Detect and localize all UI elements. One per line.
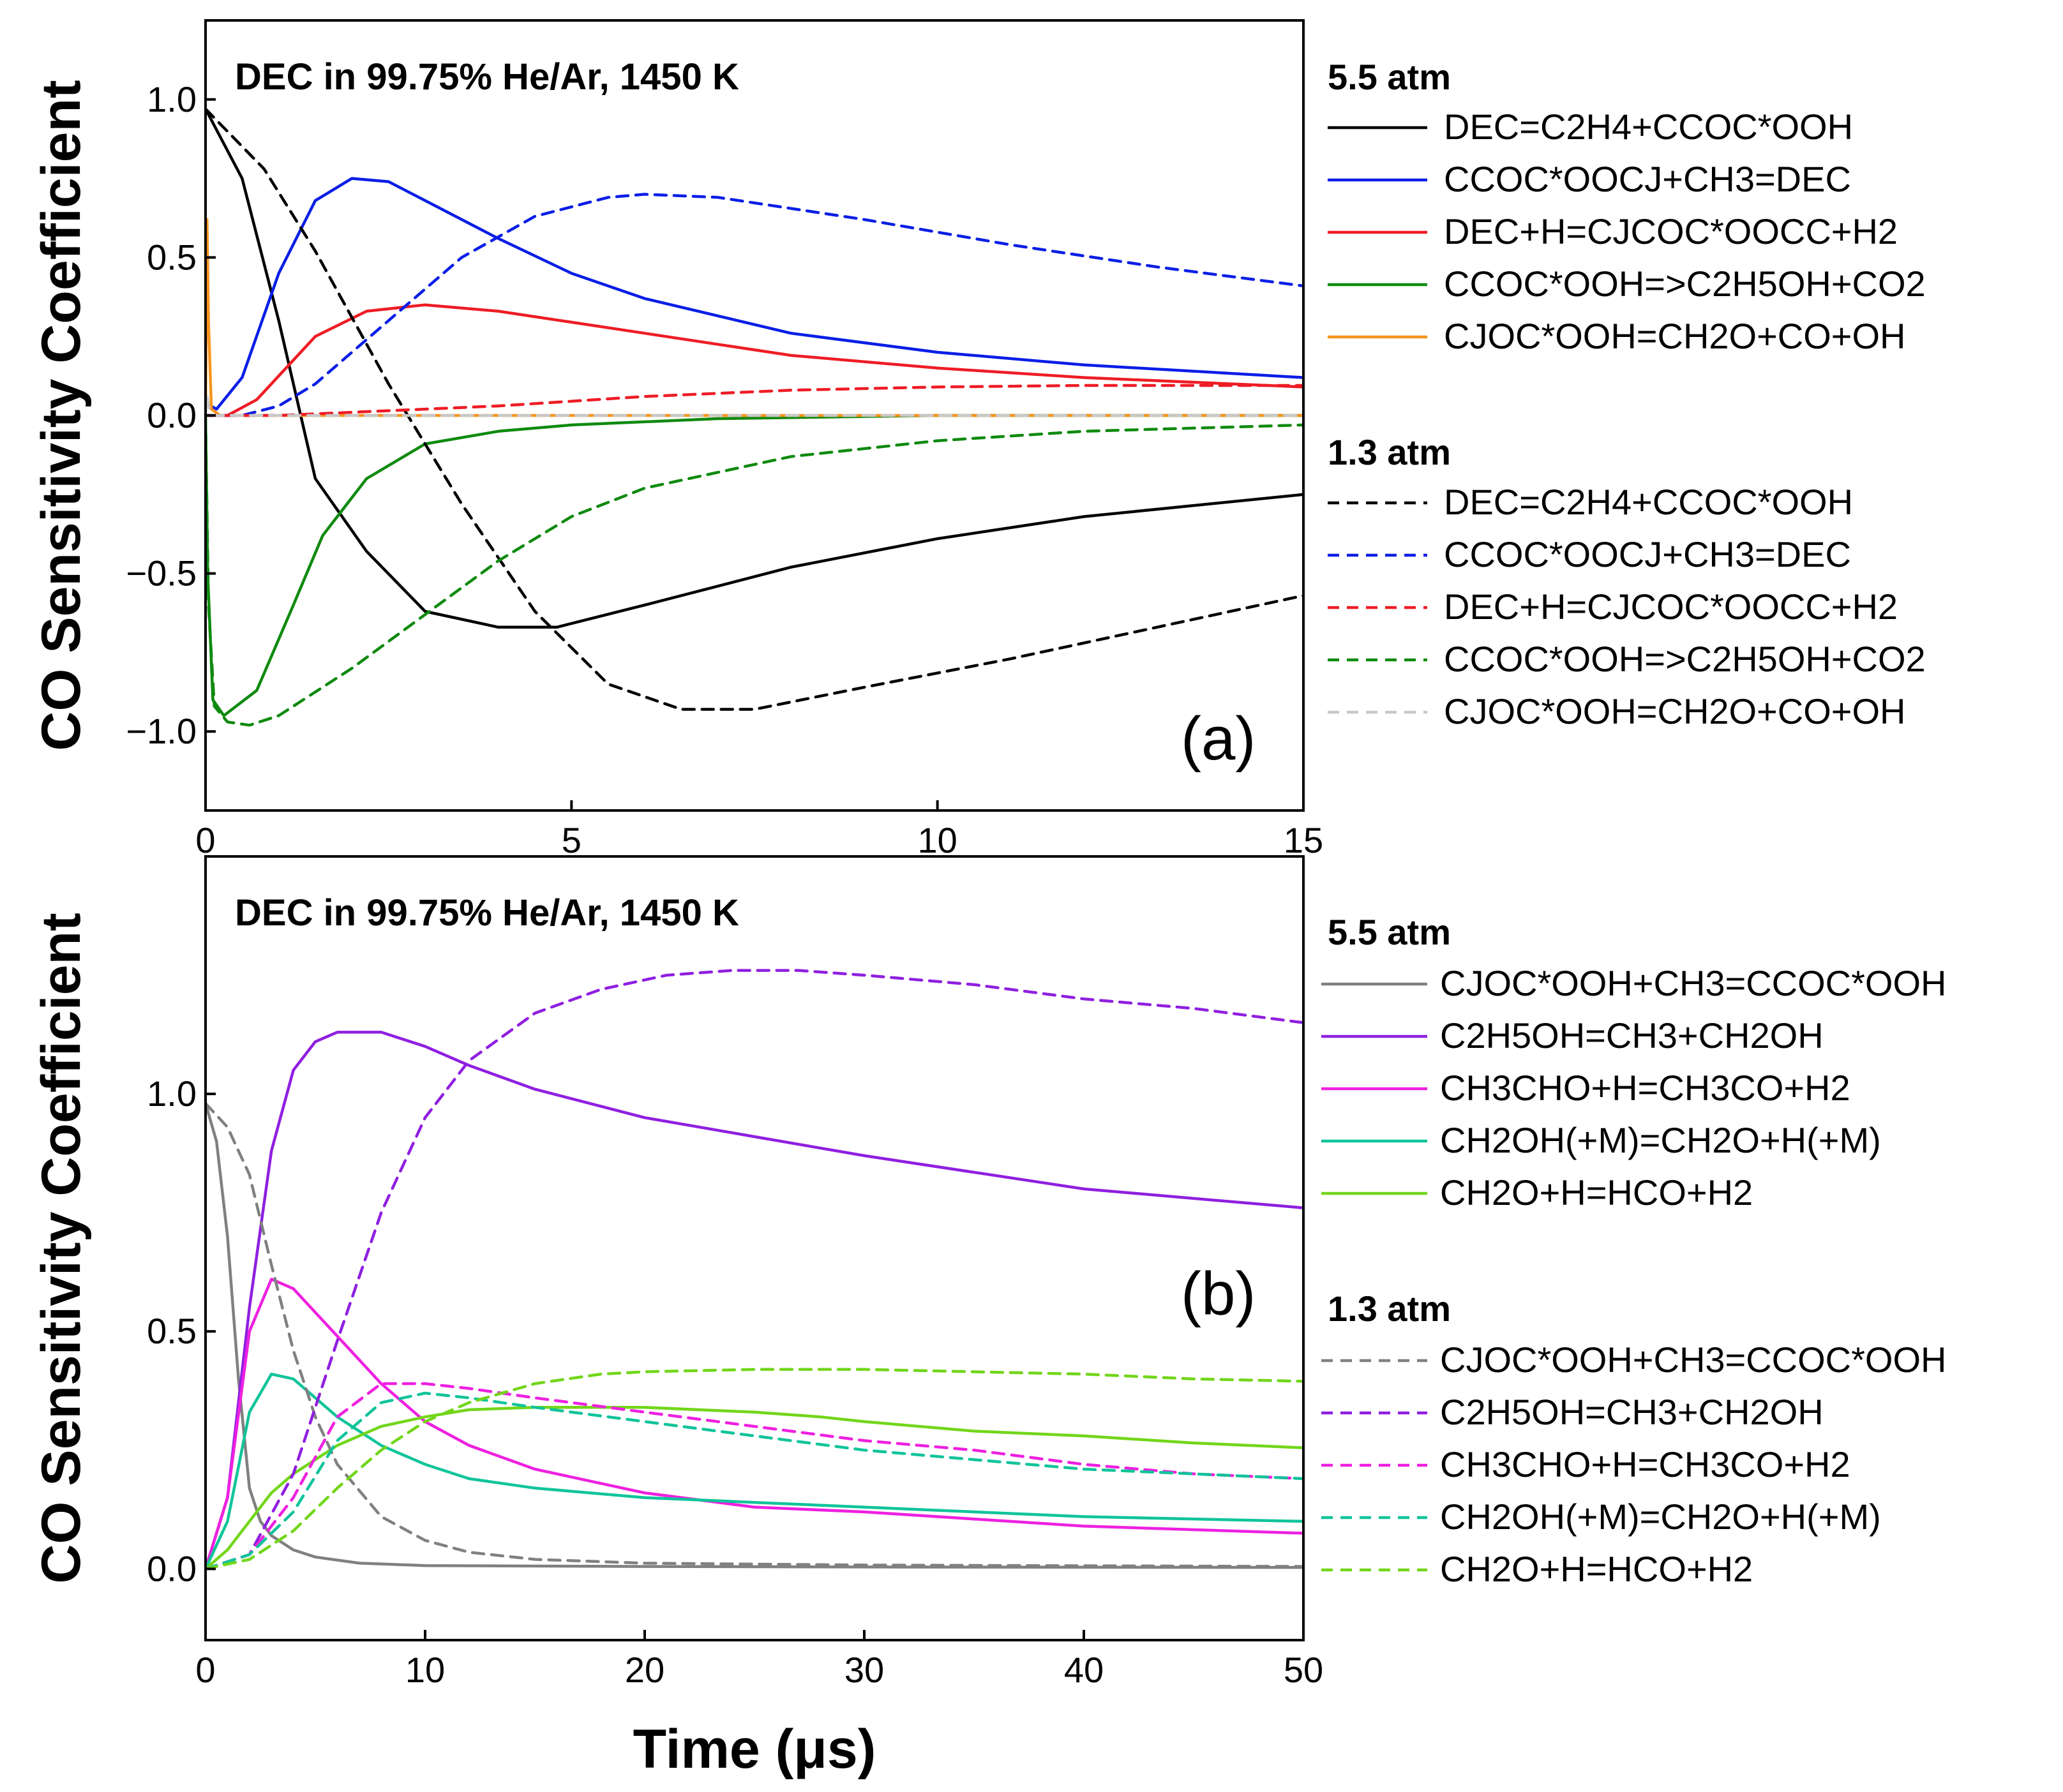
legend-label: CCOC*OOCJ+CH3=DEC (1444, 534, 1851, 574)
series-line-a-8 (206, 414, 1303, 727)
legend-label: CJOC*OOH+CH3=CCOC*OOH (1440, 1340, 1946, 1380)
series-line-a-4 (206, 218, 1303, 417)
legend-label: CH2OH(+M)=CH2O+H(+M) (1440, 1120, 1881, 1160)
y-tick-label: 0.0 (147, 395, 197, 435)
panel-b-ticks: 0 10 20 30 40 50 0.0 0.5 1.0 (147, 1073, 1323, 1690)
legend-group-title: 5.5 atm (1328, 57, 1451, 97)
series-line-a-0 (206, 107, 1303, 629)
x-tick-label: 50 (1284, 1650, 1323, 1690)
series-line-b-4 (206, 1406, 1303, 1571)
panel-b-ylabel: CO Sensitivity Coefficient (31, 913, 92, 1583)
y-tick-label: 1.0 (147, 79, 197, 119)
series-line-b-2 (206, 1278, 1303, 1571)
legend-label: CCOC*OOCJ+CH3=DEC (1444, 159, 1851, 199)
legend-label: CJOC*OOH=CH2O+CO+OH (1444, 316, 1906, 356)
x-tick-label: 5 (562, 820, 581, 860)
series-line-a-1 (206, 177, 1303, 411)
x-tick-label: 30 (844, 1650, 884, 1690)
x-tick-label: 40 (1064, 1650, 1104, 1690)
series-line-b-0 (206, 1101, 1303, 1569)
legend-group-title: 5.5 atm (1328, 912, 1451, 952)
series-line-b-9 (206, 1368, 1303, 1571)
panel-a-ylabel: CO Sensitivity Coefficient (31, 80, 92, 750)
legend-label: DEC+H=CJCOC*OOCC+H2 (1444, 211, 1898, 251)
panel-b: 0 10 20 30 40 50 0.0 0.5 1.0 DEC in 99.75% He/Ar… (31, 855, 1946, 1780)
legend-label: DEC=C2H4+CCOC*OOH (1444, 107, 1853, 147)
y-tick-label: 0.5 (147, 237, 197, 277)
series-line-b-8 (206, 1391, 1303, 1571)
legend-label: C2H5OH=CH3+CH2OH (1440, 1392, 1824, 1432)
x-tick-label: 10 (918, 820, 957, 860)
y-tick-label: 0.0 (147, 1548, 197, 1588)
panel-b-xlabel: Time (μs) (633, 1719, 876, 1780)
legend-group-title: 1.3 atm (1328, 1288, 1451, 1329)
series-line-a-3 (206, 414, 1303, 717)
series-line-a-7 (206, 384, 1303, 417)
series-line-b-5 (206, 1101, 1303, 1568)
legend-label: C2H5OH=CH3+CH2OH (1440, 1015, 1824, 1056)
x-tick-label: 20 (625, 1650, 664, 1690)
panel-a: 0 5 10 15 −1.0 −0.5 0.0 0.5 1.0 DEC in 99.75% He… (31, 19, 1926, 860)
y-tick-label: 1.0 (147, 1073, 197, 1114)
panel-a-label: (a) (1181, 705, 1256, 773)
y-tick-label: −0.5 (126, 553, 197, 594)
y-tick-label: −1.0 (126, 711, 197, 751)
x-tick-label: 0 (195, 1650, 215, 1690)
series-line-b-3 (206, 1372, 1303, 1571)
legend-label: DEC+H=CJCOC*OOCC+H2 (1444, 586, 1898, 627)
panel-b-legend: 5.5 atm CJOC*OOH+CH3=CCOC*OOH C2H5OH=CH3+C… (1321, 912, 1946, 1589)
legend-label: CJOC*OOH+CH3=CCOC*OOH (1440, 963, 1946, 1003)
legend-label: CH3CHO+H=CH3CO+H2 (1440, 1444, 1850, 1484)
panel-a-series (206, 107, 1303, 727)
panel-a-ticks: 0 5 10 15 −1.0 −0.5 0.0 0.5 1.0 (126, 79, 1323, 860)
x-tick-label: 10 (405, 1650, 445, 1690)
x-tick-label: 0 (195, 820, 215, 860)
legend-label: CCOC*OOH=>C2H5OH+CO2 (1444, 264, 1926, 304)
legend-label: CH2O+H=HCO+H2 (1440, 1172, 1753, 1213)
panel-b-label: (b) (1181, 1260, 1256, 1328)
legend-label: CH2O+H=HCO+H2 (1440, 1549, 1753, 1589)
panel-a-title: DEC in 99.75% He/Ar, 1450 K (235, 56, 739, 98)
panel-b-frame (204, 855, 1305, 1641)
x-tick-label: 15 (1284, 820, 1323, 860)
legend-label: DEC=C2H4+CCOC*OOH (1444, 482, 1853, 522)
series-line-a-2 (206, 303, 1303, 417)
legend-label: CJOC*OOH=CH2O+CO+OH (1444, 691, 1906, 731)
panel-a-legend: 5.5 atm DEC=C2H4+CCOC*OOH CCOC*OOCJ+CH3=DE… (1328, 57, 1926, 731)
legend-group-title: 1.3 atm (1328, 432, 1451, 472)
panel-b-series (206, 969, 1303, 1571)
series-line-b-1 (206, 1031, 1303, 1571)
y-tick-label: 0.5 (147, 1311, 197, 1351)
legend-label: CH2OH(+M)=CH2O+H(+M) (1440, 1497, 1881, 1537)
panel-b-title: DEC in 99.75% He/Ar, 1450 K (235, 892, 739, 934)
legend-label: CH3CHO+H=CH3CO+H2 (1440, 1068, 1850, 1108)
series-line-a-6 (206, 193, 1303, 417)
legend-label: CCOC*OOH=>C2H5OH+CO2 (1444, 639, 1926, 679)
series-line-b-6 (206, 969, 1303, 1571)
series-line-a-5 (206, 107, 1303, 711)
